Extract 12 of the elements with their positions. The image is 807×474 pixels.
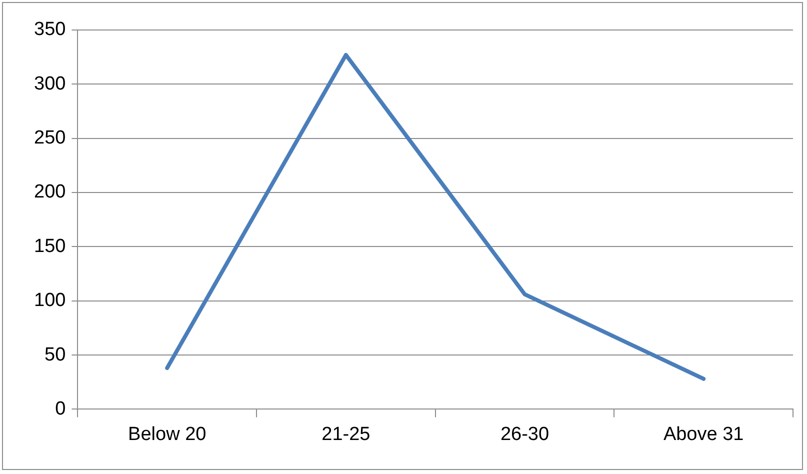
y-tick-label: 0	[55, 398, 66, 420]
x-tick-label: 26-30	[500, 424, 550, 445]
x-tick-label: Below 20	[128, 424, 206, 445]
y-tick-label: 150	[34, 236, 66, 257]
x-tick-label: 21-25	[322, 424, 370, 445]
y-tick-label: 300	[34, 73, 66, 94]
x-tick-label: Above 31	[663, 424, 744, 445]
y-tick-label: 250	[34, 128, 66, 149]
y-tick-label: 350	[34, 19, 66, 40]
y-tick-label: 50	[44, 344, 66, 366]
y-tick-label: 200	[34, 182, 66, 203]
y-tick-label: 100	[34, 290, 66, 312]
